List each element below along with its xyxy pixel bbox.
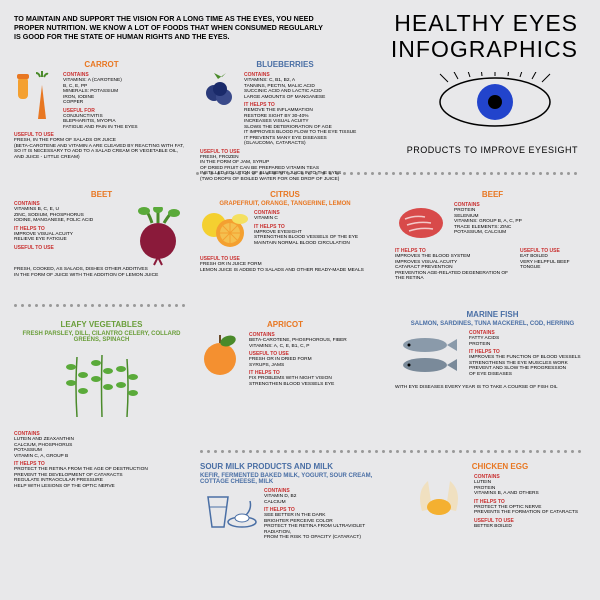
fish-contains: FATTY ACIDS PROTEIN <box>469 336 590 347</box>
beet-helps: IMPROVE VISUAL ACUITY RELIEVE EYE FATIGU… <box>14 232 130 243</box>
beef-useful: EAT BOILED VERY HELPFUL BEEF TONGUE <box>520 254 590 271</box>
apricot-contains: BETA-CAROTENE, PHOSPHOROUS, FIBER VITAMI… <box>249 338 370 349</box>
beef-title: BEEF <box>395 190 590 199</box>
apricot-title: APRICOT <box>200 320 370 329</box>
divider-dots <box>14 304 185 307</box>
food-citrus: CITRUS GRAPEFRUIT, ORANGE, TANGERINE, LE… <box>200 190 370 273</box>
citrus-subtitle: GRAPEFRUIT, ORANGE, TANGERINE, LEMON <box>200 201 370 207</box>
food-carrot: CARROT CONTAINS VITAMINS: A (CAROTENE) B… <box>14 60 189 160</box>
egg-title: CHICKEN EGG <box>410 462 590 471</box>
food-beef: BEEF CONTAINS PROTEIN SELENIUM VITAMINS:… <box>395 190 590 282</box>
beet-useful: FRESH, COOKED, AS SALADS, DISHES OTHER A… <box>14 267 189 278</box>
food-leafy: LEAFY VEGETABLES FRESH PARSLEY, DILL, CI… <box>14 320 189 489</box>
subtitle: PRODUCTS TO IMPROVE EYESIGHT <box>407 145 578 155</box>
apricot-icon <box>200 331 245 381</box>
food-milk: SOUR MILK PRODUCTS AND MILK KEFIR, FERME… <box>200 462 380 541</box>
label-useful-to-use: USEFUL TO USE <box>14 245 130 251</box>
eye-icon <box>420 72 570 132</box>
blueberries-contains: VITAMINS: C, B1, B2, A TANNINS, PECTIN, … <box>244 78 370 100</box>
citrus-useful: FRESH OR IN JUICE FORM LEMON JUICE IS AD… <box>200 262 370 273</box>
leafy-subtitle: FRESH PARSLEY, DILL, CILANTRO CELERY, CO… <box>14 331 189 343</box>
beef-contains: PROTEIN SELENIUM VITAMINS: GROUP B, A, C… <box>454 208 590 236</box>
food-beet: BEET CONTAINS VITAMINS B, C, E, U ZINC, … <box>14 190 189 278</box>
carrot-contains: VITAMINS: A (CAROTENE) B, C, E, PP MINER… <box>63 78 189 106</box>
milk-helps: SEE BETTER IN THE DARK BRIGHTER PERCEIVE… <box>264 513 380 541</box>
food-egg: CHICKEN EGG CONTAINS LUTEIN PROTEIN VITA… <box>410 462 590 529</box>
apricot-helps: FIX PROBLEMS WITH NIGHT VISION STRENGTHE… <box>249 376 370 387</box>
milk-contains: VITAMIN D, B2 CALCIUM <box>264 494 380 505</box>
leafy-title: LEAFY VEGETABLES <box>14 320 189 329</box>
beet-contains: VITAMINS B, C, E, U ZINC, SODIUM, PHOSPH… <box>14 207 130 224</box>
leafy-icon <box>57 347 147 427</box>
divider-dots <box>200 450 581 453</box>
citrus-contains: VITAMIN C <box>254 216 370 222</box>
beef-helps: IMPROVES THE BLOOD SYSTEM IMPROVES VISUA… <box>395 254 510 282</box>
leafy-contains: LUTEIN AND ZEAXANTHIN CALCIUM, PHOSPHORU… <box>14 437 189 459</box>
milk-subtitle: KEFIR, FERMENTED BAKED MILK, YOGURT, SOU… <box>200 473 380 485</box>
fish-note: WITH EYE DISEASES EVERY YEAR IS TO TAKE … <box>395 385 590 391</box>
beet-title: BEET <box>14 190 189 199</box>
carrot-useful-for: CONJUNCTIVITIS BLEPHARITIS, MYOPIA FATIG… <box>63 114 189 131</box>
blueberries-useful: FRESH, FROZEN IN THE FORM OF JAM, SYRUP … <box>200 155 370 183</box>
food-fish: MARINE FISH SALMON, SARDINES, TUNA MACKE… <box>395 310 590 391</box>
egg-icon <box>410 473 470 523</box>
citrus-title: CITRUS <box>200 190 370 199</box>
leafy-helps: PROTECT THE RETINA FROM THE AGE OF DESTR… <box>14 467 189 489</box>
egg-useful: BETTER BOILED <box>474 524 590 530</box>
citrus-icon <box>200 209 250 254</box>
main-title-2: INFOGRAPHICS <box>391 36 578 63</box>
beet-icon <box>134 207 189 267</box>
main-title-1: HEALTHY EYES <box>394 10 578 37</box>
beef-icon <box>395 201 450 246</box>
apricot-useful: FRESH OR IN DRIED FORM SYRUPS, JAMS <box>249 357 370 368</box>
food-apricot: APRICOT CONTAINS BETA-CAROTENE, PHOSPHOR… <box>200 320 370 387</box>
fish-helps: IMPROVES THE FUNCTION OF BLOOD VESSELS S… <box>469 355 590 377</box>
blueberries-icon <box>200 71 240 111</box>
milk-icon <box>200 487 260 532</box>
egg-contains: LUTEIN PROTEIN VITAMINS B, A AND OTHERS <box>474 480 590 497</box>
egg-helps: PROTECT THE OPTIC NERVE PREVENTS THE FOR… <box>474 505 590 516</box>
food-blueberries: BLUEBERRIES CONTAINS VITAMINS: C, B1, B2… <box>200 60 370 182</box>
intro-text: TO MAINTAIN AND SUPPORT THE VISION FOR A… <box>14 14 324 41</box>
fish-icon <box>395 329 465 379</box>
fish-subtitle: SALMON, SARDINES, TUNA MACKEREL, COD, HE… <box>395 321 590 327</box>
intro-content: TO MAINTAIN AND SUPPORT THE VISION FOR A… <box>14 14 323 41</box>
fish-title: MARINE FISH <box>395 310 590 319</box>
carrot-icon <box>14 71 59 126</box>
carrot-title: CARROT <box>14 60 189 69</box>
blueberries-title: BLUEBERRIES <box>200 60 370 69</box>
blueberries-helps: REMOVE THE INFLAMMATION RESTORE SIGHT BY… <box>244 108 370 147</box>
milk-title: SOUR MILK PRODUCTS AND MILK <box>200 462 380 471</box>
citrus-helps: IMPROVE EYESIGHT STRENGTHEN BLOOD VESSEL… <box>254 230 370 247</box>
carrot-useful-to-use: FRESH, IN THE FORM OF SALADS OR JUICE (B… <box>14 138 189 160</box>
